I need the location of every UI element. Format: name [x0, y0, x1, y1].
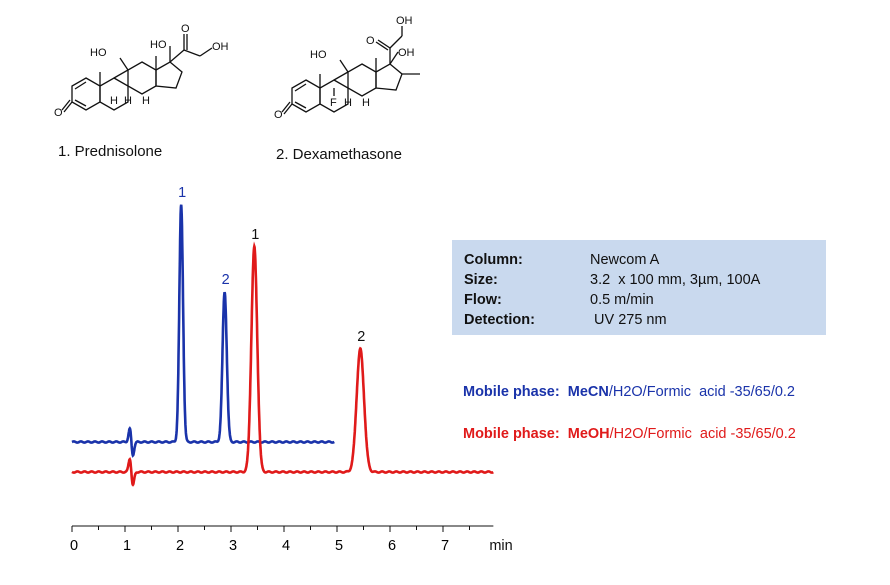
- label-ho17: HO: [150, 39, 167, 51]
- trace-line: [71, 241, 494, 487]
- condition-key: Column:: [464, 252, 523, 268]
- label-h9: H: [110, 95, 118, 107]
- label-f9: F: [330, 97, 337, 109]
- label-o20: O: [366, 35, 375, 47]
- label-h14: H: [362, 97, 370, 109]
- ring-a-double: [294, 101, 307, 109]
- label-h8: H: [344, 97, 352, 109]
- condition-key: Detection:: [464, 312, 535, 328]
- label-oh21: OH: [396, 15, 413, 27]
- condition-row: Size: 3.2 x 100 mm, 3µm, 100A: [464, 270, 826, 290]
- ring-a-double: [74, 99, 87, 107]
- ring-d: [375, 63, 403, 91]
- mobile-phase-label: Mobile phase:: [463, 426, 560, 442]
- label-o20: O: [181, 23, 190, 35]
- peak-label: 2: [357, 329, 365, 345]
- mobile-phase-solvent: MeCN: [567, 384, 609, 400]
- label-oh17: OH: [398, 47, 415, 59]
- condition-row: Detection: UV 275 nm: [464, 310, 826, 330]
- peak-label: 2: [222, 272, 230, 288]
- x-tick-label: 3: [229, 538, 237, 554]
- condition-value: 3.2 x 100 mm, 3µm, 100A: [590, 272, 761, 288]
- x-tick-label: 5: [335, 538, 343, 554]
- peak-labels: 1 2 1 2: [178, 185, 365, 345]
- conditions-panel: Column: Newcom A Size: 3.2 x 100 mm, 3µm…: [452, 240, 826, 335]
- peak-label: 1: [178, 185, 186, 201]
- prednisolone-structure: O HO HO O OH H H H: [54, 23, 229, 119]
- x-ticks: 0 1 2 3 4 5 6 7: [70, 526, 470, 554]
- dexamethasone-structure: O HO OH O OH F H H: [274, 15, 420, 121]
- trace-line: [71, 204, 335, 458]
- compound-2-name: 2. Dexamethasone: [276, 146, 402, 163]
- mobile-phase-composition: /H2O/Formic acid -35/65/0.2: [608, 384, 796, 400]
- mobile-phase-composition: /H2O/Formic acid -35/65/0.2: [609, 426, 796, 442]
- label-ho11: HO: [310, 49, 327, 61]
- x-tick-label: 4: [282, 538, 290, 554]
- condition-value: 0.5 m/min: [590, 292, 654, 308]
- x-tick-label: 6: [388, 538, 396, 554]
- x-axis-label: min: [489, 538, 512, 554]
- condition-row: Column: Newcom A: [464, 250, 826, 270]
- ring-d: [155, 61, 183, 89]
- mobile-phase-solvent: MeOH: [567, 426, 610, 442]
- label-oh21: OH: [212, 41, 229, 53]
- traces: [71, 204, 494, 487]
- mobile-phase-mecn: Mobile phase: MeCN/H2O/Formic acid -35/6…: [463, 384, 795, 400]
- x-tick-label: 2: [176, 538, 184, 554]
- label-ho11: HO: [90, 47, 107, 59]
- condition-key: Flow:: [464, 292, 502, 308]
- label-h14: H: [142, 95, 150, 107]
- x-tick-label: 0: [70, 538, 78, 554]
- label-o3: O: [274, 109, 283, 121]
- condition-value: Newcom A: [590, 252, 660, 268]
- label-o3: O: [54, 107, 63, 119]
- mobile-phase-label: Mobile phase:: [463, 384, 560, 400]
- x-tick-label: 1: [123, 538, 131, 554]
- condition-value: UV 275 nm: [590, 312, 667, 328]
- mobile-phase-meoh: Mobile phase: MeOH/H2O/Formic acid -35/6…: [463, 426, 796, 442]
- label-h8: H: [124, 95, 132, 107]
- peak-label: 1: [251, 227, 259, 243]
- x-tick-label: 7: [441, 538, 449, 554]
- condition-key: Size:: [464, 272, 498, 288]
- compound-1-name: 1. Prednisolone: [58, 143, 163, 160]
- condition-row: Flow: 0.5 m/min: [464, 290, 826, 310]
